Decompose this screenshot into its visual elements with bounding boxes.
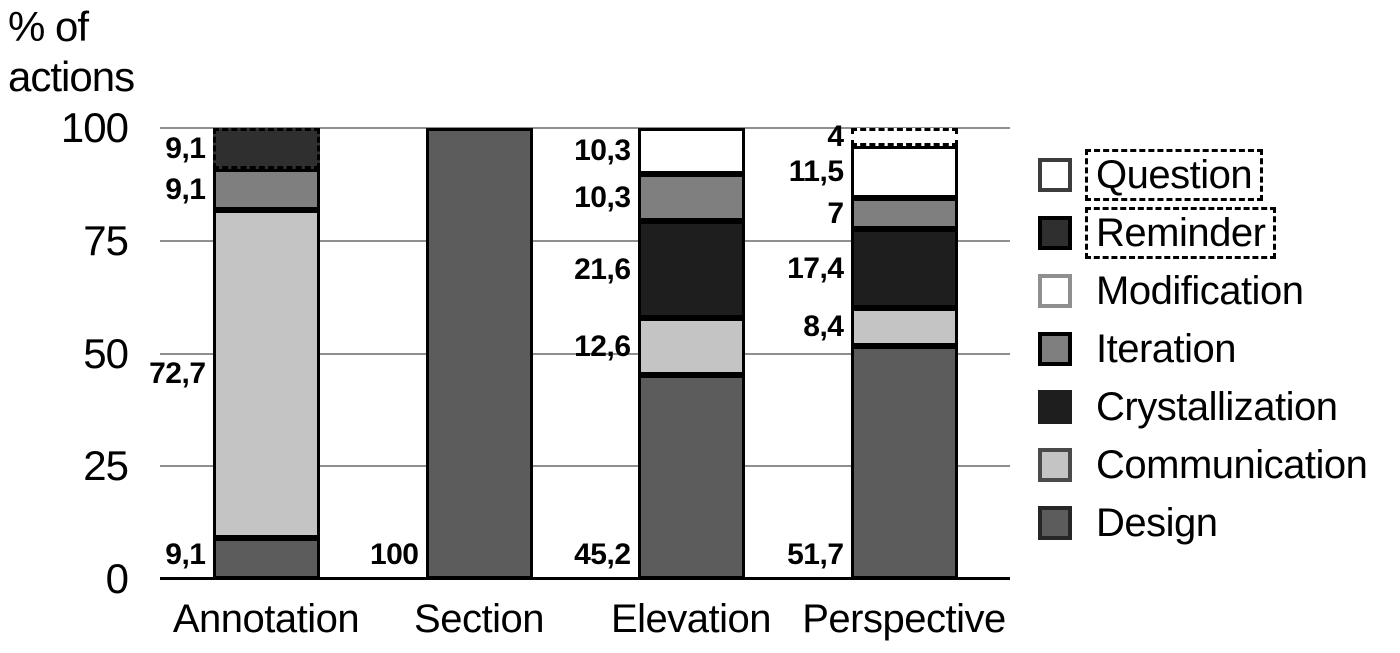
gridline-25 <box>160 465 1010 468</box>
legend-swatch-crystallization <box>1038 390 1072 424</box>
legend-swatch-modification <box>1038 274 1072 308</box>
bar-segment-elevation-iteration <box>637 174 745 221</box>
legend-row-reminder: Reminder <box>1038 204 1367 262</box>
value-label-annotation-iteration: 9,1 <box>165 172 206 206</box>
bar-segment-perspective-communication <box>850 307 958 346</box>
legend-label-question: Question <box>1085 149 1264 201</box>
value-label-perspective-iteration: 7 <box>827 196 844 230</box>
y-tick-label-75: 75 <box>83 216 129 264</box>
legend-label-crystallization: Crystallization <box>1096 385 1338 429</box>
value-label-section-design: 100 <box>369 538 419 571</box>
x-category-label-section: Section <box>414 597 544 641</box>
legend-row-iteration: Iteration <box>1038 320 1367 378</box>
legend-swatch-reminder <box>1038 216 1072 250</box>
bar-segment-perspective-modification <box>850 146 958 198</box>
y-tick-label-25: 25 <box>83 442 129 490</box>
gridline-75 <box>160 239 1010 242</box>
legend: Question Reminder Modification Iteration Cry… <box>1038 146 1368 552</box>
bar-segment-elevation-modification <box>637 128 745 175</box>
bar-segment-annotation-design <box>212 537 320 579</box>
x-category-label-perspective: Perspective <box>802 597 1006 641</box>
value-label-elevation-design: 45,2 <box>574 538 631 571</box>
bar-segment-annotation-reminder <box>212 128 320 170</box>
legend-swatch-communication <box>1038 448 1072 482</box>
legend-label-iteration: Iteration <box>1096 327 1237 371</box>
gridline-50 <box>160 352 1010 355</box>
y-axis-title: % of actions <box>8 2 135 102</box>
legend-row-question: Question <box>1038 146 1367 204</box>
value-label-perspective-design: 51,7 <box>787 538 844 571</box>
value-label-elevation-communication: 12,6 <box>574 329 631 363</box>
value-label-perspective-communication: 8,4 <box>803 309 844 343</box>
x-axis-line <box>160 577 1010 580</box>
bar-segment-elevation-crystallization <box>637 220 745 319</box>
value-label-elevation-crystallization: 21,6 <box>574 252 631 286</box>
value-label-elevation-iteration: 10,3 <box>574 180 631 214</box>
bar-segment-section-design <box>425 128 533 579</box>
value-label-annotation-design: 9,1 <box>165 538 206 571</box>
bar-segment-annotation-iteration <box>212 169 320 211</box>
legend-row-design: Design <box>1038 494 1367 552</box>
bar-segment-perspective-design <box>850 345 958 579</box>
y-axis-title-line1: % of <box>8 3 89 50</box>
legend-row-crystallization: Crystallization <box>1038 378 1367 436</box>
y-tick-label-0: 0 <box>105 555 129 602</box>
bar-segment-perspective-crystallization <box>850 229 958 308</box>
value-label-perspective-question: 4 <box>827 120 844 154</box>
bar-segment-perspective-iteration <box>850 197 958 230</box>
legend-swatch-design <box>1038 506 1072 540</box>
legend-label-design: Design <box>1096 501 1218 545</box>
legend-label-reminder: Reminder <box>1085 207 1277 259</box>
y-axis-title-line2: actions <box>8 53 135 100</box>
bar-segment-annotation-communication <box>212 210 320 538</box>
value-label-annotation-reminder: 9,1 <box>165 131 206 165</box>
legend-label-modification: Modification <box>1096 269 1304 313</box>
gridline-100 <box>160 127 1010 129</box>
value-label-elevation-modification: 10,3 <box>574 134 631 168</box>
bar-segment-elevation-design <box>637 375 745 579</box>
bar-segment-elevation-communication <box>637 318 745 376</box>
legend-label-communication: Communication <box>1096 443 1368 487</box>
legend-swatch-question <box>1038 158 1072 192</box>
bar-segment-perspective-question <box>850 128 958 147</box>
y-tick-label-100: 100 <box>60 104 129 151</box>
x-category-label-annotation: Annotation <box>172 597 360 641</box>
legend-row-communication: Communication <box>1038 436 1368 494</box>
legend-swatch-iteration <box>1038 332 1072 366</box>
value-label-perspective-modification: 11,5 <box>788 154 844 188</box>
x-category-label-elevation: Elevation <box>610 597 772 641</box>
y-tick-label-50: 50 <box>83 329 129 377</box>
value-label-annotation-communication: 72,7 <box>149 357 206 391</box>
value-label-perspective-crystallization: 17,4 <box>787 251 844 285</box>
legend-row-modification: Modification <box>1038 262 1367 320</box>
